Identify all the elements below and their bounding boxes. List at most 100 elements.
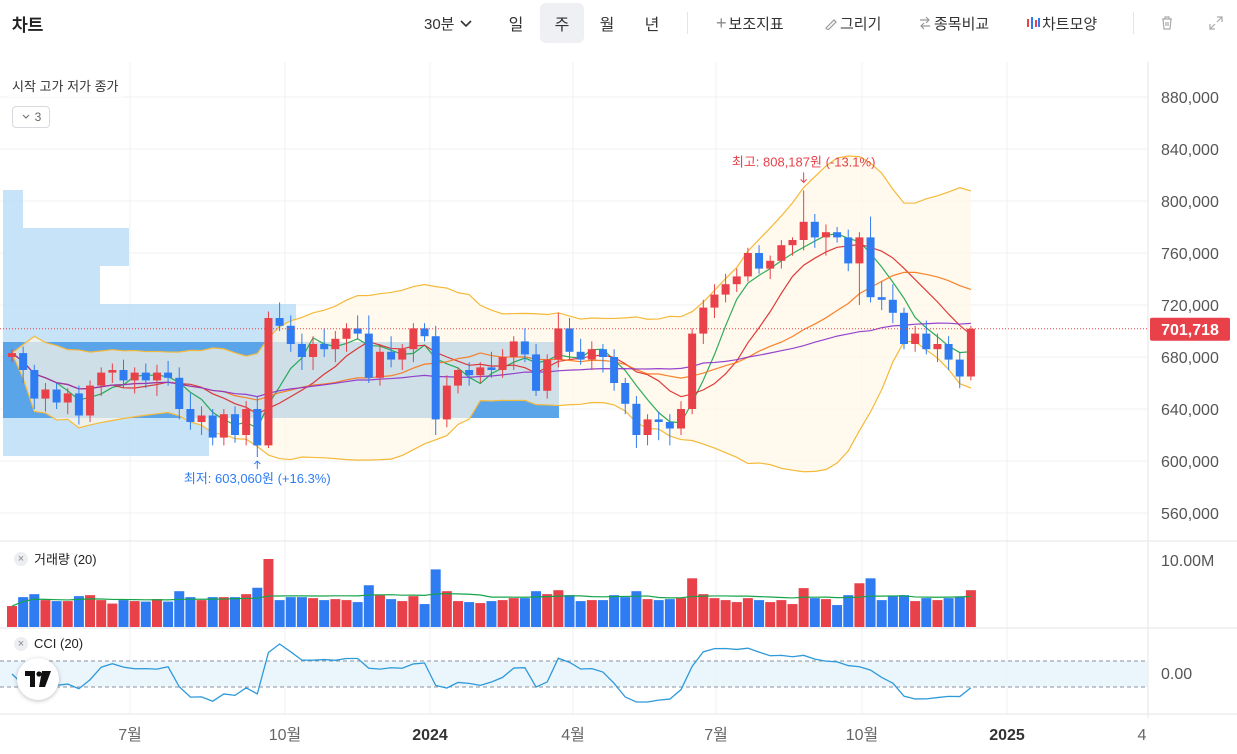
- candle-body: [922, 333, 931, 350]
- volume-profile-bar: [3, 190, 23, 228]
- volume-bar: [575, 601, 586, 627]
- period-year[interactable]: 년: [644, 17, 660, 34]
- price-axis-tick: 720,000: [1161, 298, 1219, 315]
- ohlc-legend: 시작 고가 저가 종가: [8, 74, 123, 97]
- volume-bar: [196, 600, 207, 627]
- chart-axes: 880,000 840,000 800,000 760,000 720,000 680,0…: [118, 90, 1230, 744]
- candle-body: [286, 325, 295, 344]
- delete-button[interactable]: [1159, 0, 1175, 46]
- volume-bar: [207, 597, 218, 627]
- top-toolbar: 차트 30분 일 주 월 년 + 보조지표 그리기 종목비교 차트모양: [0, 0, 1237, 46]
- expand-button[interactable]: [1208, 0, 1224, 46]
- candle-body: [364, 333, 373, 378]
- volume-bar: [174, 591, 185, 627]
- app-title: 차트: [12, 15, 44, 35]
- chart-style-button[interactable]: 차트모양: [1026, 0, 1097, 46]
- low-annotation: 최저: 603,060원 (+16.3%): [184, 471, 331, 486]
- candle-body: [442, 385, 451, 420]
- volume-bar: [330, 599, 341, 627]
- chart-overlay: 최고: 808,187원 (-13.1%) 최저: 603,060원 (+16.3…: [0, 154, 1148, 486]
- volume-ma-line: [11, 593, 971, 607]
- candle-body: [175, 377, 184, 409]
- candle-body: [955, 359, 964, 377]
- volume-bar: [765, 602, 776, 627]
- cci-pane-title: CCI (20): [34, 636, 84, 651]
- time-axis-label: 7월: [118, 726, 142, 744]
- volume-bar: [163, 601, 174, 627]
- candle-body: [732, 276, 741, 285]
- candle-body: [721, 284, 730, 295]
- candle-body: [866, 237, 875, 298]
- price-axis-tick: 560,000: [1161, 506, 1219, 523]
- candle-body: [877, 297, 886, 300]
- candle-body: [543, 359, 552, 391]
- volume-bar: [854, 583, 865, 627]
- period-week[interactable]: 주: [540, 3, 584, 43]
- bollinger-bands: [11, 155, 972, 473]
- legend-collapse-toggle[interactable]: 3: [12, 106, 50, 128]
- candle-body: [565, 328, 574, 352]
- volume-bar: [352, 602, 363, 627]
- candle-body: [777, 245, 786, 261]
- close-icon[interactable]: ×: [14, 551, 28, 566]
- candle-body: [398, 349, 407, 360]
- draw-button[interactable]: 그리기: [824, 0, 881, 46]
- period-month[interactable]: 월: [599, 17, 615, 34]
- price-axis-tick: 640,000: [1161, 402, 1219, 419]
- candle-body: [766, 260, 775, 269]
- volume-bar: [408, 596, 419, 627]
- high-arrow-icon: [800, 172, 808, 184]
- volume-bar: [140, 601, 151, 627]
- cci-line: [11, 643, 972, 703]
- price-axis-tick: 600,000: [1161, 454, 1219, 471]
- candle-body: [219, 414, 228, 438]
- candle-body: [643, 419, 652, 435]
- indicators-button[interactable]: + 보조지표: [716, 0, 784, 46]
- candle-body: [8, 353, 16, 357]
- volume-pane-label: × 거래량 (20): [14, 549, 97, 568]
- volume-bar: [151, 599, 162, 627]
- volume-bar: [564, 595, 575, 627]
- interval-dropdown[interactable]: 30분: [424, 0, 474, 46]
- volume-bar: [776, 600, 787, 627]
- volume-profile-bar: [3, 418, 209, 456]
- volume-bar: [642, 599, 653, 627]
- volume-bar: [965, 590, 976, 627]
- low-arrow-icon: [253, 460, 261, 470]
- volume-bar: [96, 600, 107, 627]
- volume-profile-bar: [3, 228, 129, 266]
- candle-body: [966, 328, 975, 377]
- candle-body: [320, 344, 329, 350]
- volume-bar: [631, 591, 642, 627]
- volume-bar: [519, 598, 530, 627]
- volume-pane-title: 거래량 (20): [34, 552, 97, 567]
- candle-body: [420, 328, 429, 337]
- volume-bar: [397, 601, 408, 627]
- volume-bar: [475, 603, 486, 627]
- close-icon[interactable]: ×: [14, 636, 28, 651]
- price-axis-tick: 840,000: [1161, 142, 1219, 159]
- volume-bars: [7, 559, 976, 627]
- candle-body: [431, 336, 440, 420]
- period-day[interactable]: 일: [508, 17, 524, 34]
- candle-body: [911, 333, 920, 344]
- tradingview-logo[interactable]: [17, 658, 59, 700]
- volume-bar: [586, 600, 597, 627]
- compare-button[interactable]: 종목비교: [918, 0, 989, 46]
- volume-bar: [865, 578, 876, 627]
- candle-body: [743, 253, 752, 277]
- volume-bar: [899, 595, 909, 627]
- volume-bar: [932, 600, 943, 627]
- volume-bar: [486, 601, 497, 627]
- volume-bar: [341, 600, 352, 627]
- candle-body: [331, 338, 340, 350]
- volume-bar: [676, 598, 686, 627]
- volume-bar: [609, 595, 620, 627]
- candle-body: [130, 372, 139, 381]
- candle-body: [844, 237, 853, 264]
- candle-body: [264, 318, 273, 446]
- candle-body: [598, 349, 607, 357]
- volume-bar: [910, 601, 921, 627]
- candle-body: [788, 240, 797, 246]
